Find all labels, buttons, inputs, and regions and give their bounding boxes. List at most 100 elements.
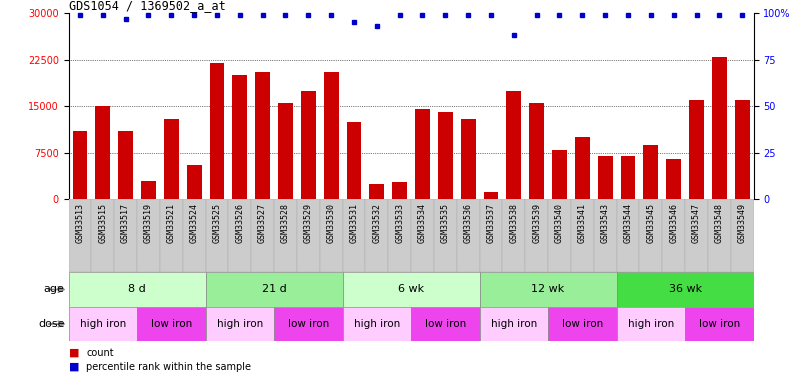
- Bar: [343, 199, 365, 272]
- Text: GSM33549: GSM33549: [737, 203, 746, 243]
- Bar: [663, 199, 685, 272]
- Bar: [571, 199, 594, 272]
- Text: age: age: [44, 285, 64, 294]
- Bar: [118, 131, 133, 199]
- Bar: [343, 307, 411, 341]
- Bar: [689, 100, 704, 199]
- Bar: [232, 75, 247, 199]
- Text: GSM33532: GSM33532: [372, 203, 381, 243]
- Text: 36 wk: 36 wk: [668, 285, 702, 294]
- Text: 8 d: 8 d: [128, 285, 146, 294]
- Text: low iron: low iron: [562, 319, 603, 329]
- Text: high iron: high iron: [217, 319, 263, 329]
- Text: GSM33540: GSM33540: [555, 203, 564, 243]
- Bar: [667, 159, 681, 199]
- Bar: [274, 199, 297, 272]
- Text: GSM33525: GSM33525: [213, 203, 222, 243]
- Bar: [617, 199, 639, 272]
- Bar: [69, 307, 137, 341]
- Bar: [415, 109, 430, 199]
- Bar: [639, 199, 663, 272]
- Bar: [735, 100, 750, 199]
- Bar: [347, 122, 361, 199]
- Text: GSM33524: GSM33524: [189, 203, 198, 243]
- Bar: [411, 199, 434, 272]
- Text: GSM33543: GSM33543: [600, 203, 609, 243]
- Bar: [393, 182, 407, 199]
- Text: GSM33528: GSM33528: [281, 203, 290, 243]
- Bar: [343, 272, 480, 307]
- Bar: [206, 272, 343, 307]
- Text: GSM33536: GSM33536: [463, 203, 472, 243]
- Text: low iron: low iron: [288, 319, 329, 329]
- Text: count: count: [86, 348, 114, 358]
- Text: low iron: low iron: [151, 319, 192, 329]
- Bar: [506, 91, 521, 199]
- Text: low iron: low iron: [699, 319, 740, 329]
- Text: GSM33529: GSM33529: [304, 203, 313, 243]
- Text: ■: ■: [69, 362, 79, 372]
- Bar: [480, 272, 617, 307]
- Text: GSM33513: GSM33513: [76, 203, 85, 243]
- Bar: [552, 150, 567, 199]
- Bar: [324, 72, 339, 199]
- Bar: [160, 199, 183, 272]
- Bar: [369, 184, 384, 199]
- Text: GSM33527: GSM33527: [258, 203, 267, 243]
- Bar: [301, 91, 316, 199]
- Bar: [228, 199, 251, 272]
- Text: GSM33545: GSM33545: [646, 203, 655, 243]
- Text: 21 d: 21 d: [262, 285, 286, 294]
- Bar: [731, 199, 754, 272]
- Bar: [206, 199, 228, 272]
- Bar: [434, 199, 457, 272]
- Bar: [137, 307, 206, 341]
- Bar: [617, 272, 754, 307]
- Text: GSM33533: GSM33533: [395, 203, 404, 243]
- Text: GSM33541: GSM33541: [578, 203, 587, 243]
- Text: GSM33534: GSM33534: [418, 203, 427, 243]
- Text: low iron: low iron: [425, 319, 466, 329]
- Text: GSM33548: GSM33548: [715, 203, 724, 243]
- Text: GSM33539: GSM33539: [532, 203, 541, 243]
- Bar: [712, 57, 727, 199]
- Bar: [461, 118, 476, 199]
- Text: GSM33519: GSM33519: [144, 203, 153, 243]
- Bar: [274, 307, 343, 341]
- Bar: [256, 72, 270, 199]
- Bar: [320, 199, 343, 272]
- Text: GSM33544: GSM33544: [624, 203, 633, 243]
- Bar: [594, 199, 617, 272]
- Bar: [685, 199, 708, 272]
- Text: high iron: high iron: [628, 319, 674, 329]
- Text: 6 wk: 6 wk: [398, 285, 424, 294]
- Bar: [575, 137, 590, 199]
- Bar: [141, 180, 156, 199]
- Text: GSM33517: GSM33517: [121, 203, 130, 243]
- Text: GSM33531: GSM33531: [350, 203, 359, 243]
- Text: percentile rank within the sample: percentile rank within the sample: [86, 362, 251, 372]
- Bar: [187, 165, 202, 199]
- Bar: [548, 307, 617, 341]
- Text: GSM33547: GSM33547: [692, 203, 701, 243]
- Bar: [251, 199, 274, 272]
- Text: GSM33535: GSM33535: [441, 203, 450, 243]
- Text: GSM33546: GSM33546: [669, 203, 678, 243]
- Bar: [91, 199, 114, 272]
- Bar: [598, 156, 613, 199]
- Bar: [69, 272, 206, 307]
- Bar: [95, 106, 110, 199]
- Text: high iron: high iron: [491, 319, 537, 329]
- Bar: [137, 199, 160, 272]
- Text: GSM33538: GSM33538: [509, 203, 518, 243]
- Bar: [388, 199, 411, 272]
- Bar: [457, 199, 480, 272]
- Bar: [480, 199, 502, 272]
- Bar: [617, 307, 685, 341]
- Bar: [365, 199, 388, 272]
- Bar: [526, 199, 548, 272]
- Bar: [621, 156, 635, 199]
- Bar: [708, 199, 731, 272]
- Text: high iron: high iron: [354, 319, 400, 329]
- Text: GSM33515: GSM33515: [98, 203, 107, 243]
